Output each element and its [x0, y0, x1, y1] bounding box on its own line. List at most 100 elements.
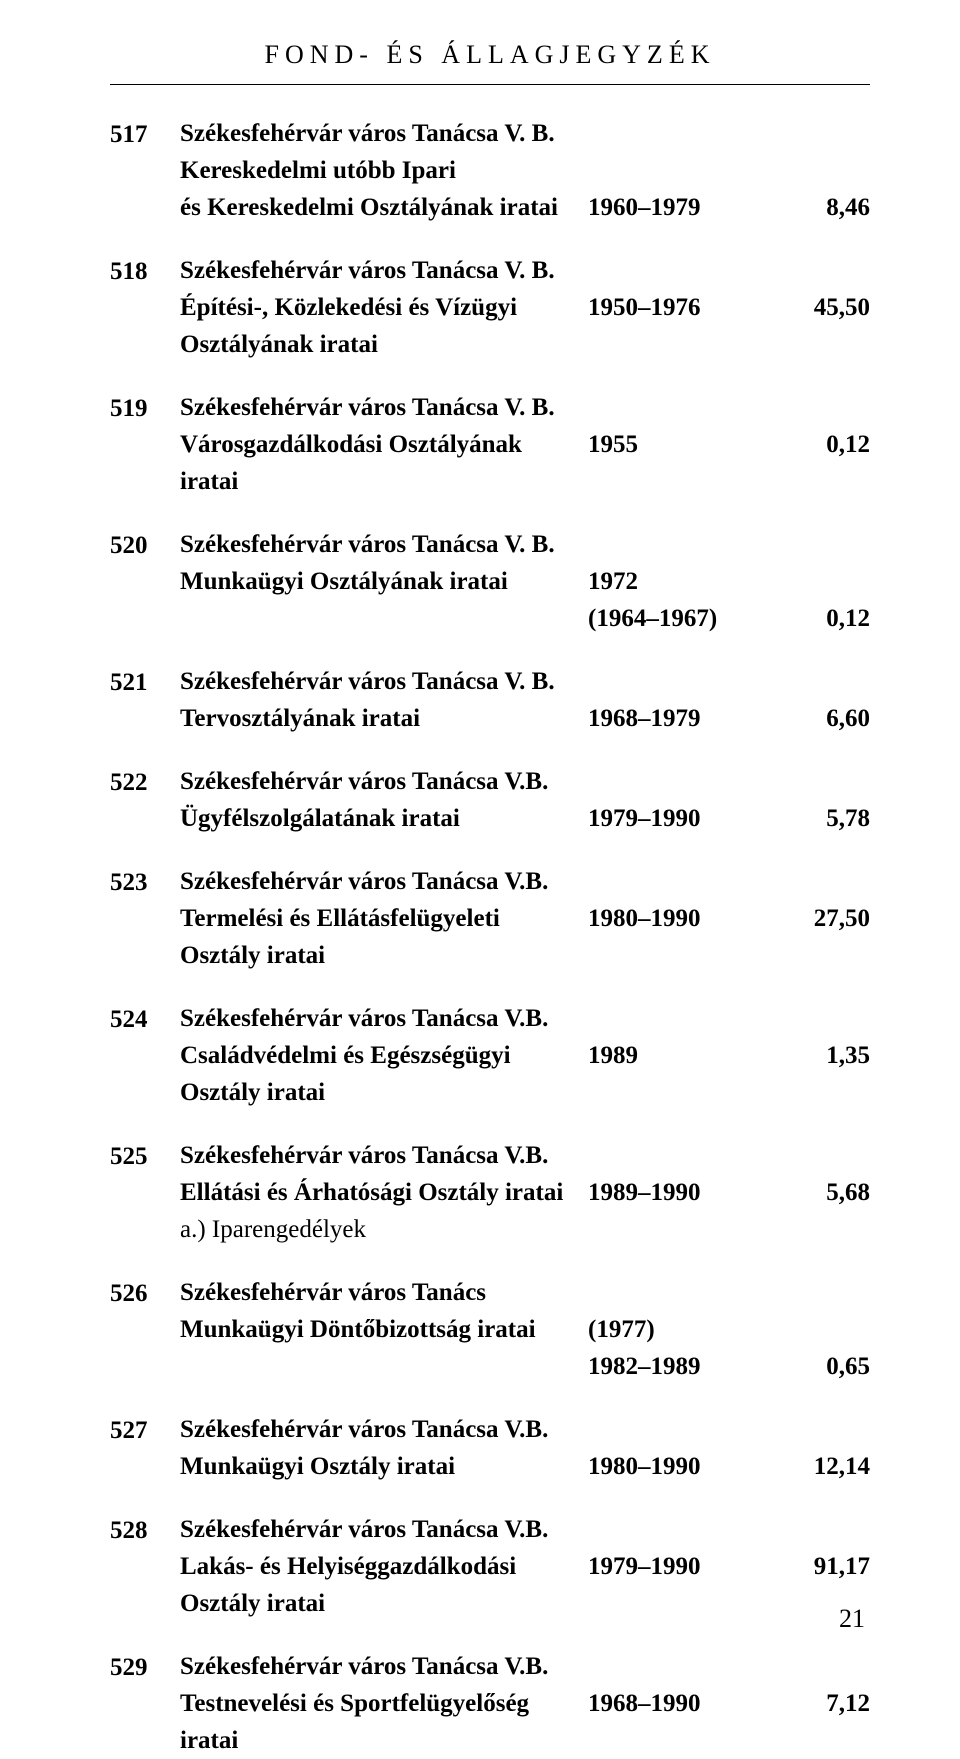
- entry-body: Székesfehérvár város Tanácsa V.B.Családv…: [180, 1000, 870, 1111]
- entry-number: 523: [110, 863, 180, 974]
- entry-title: Székesfehérvár város Tanács: [180, 1274, 870, 1311]
- entry-line: Munkaügyi Osztályának iratai1972: [180, 563, 870, 600]
- entry-line-date: 1968–1979: [582, 700, 767, 737]
- entry-body: Székesfehérvár város Tanácsa V.B.Termelé…: [180, 863, 870, 974]
- entry-line: Tervosztályának iratai1968–19796,60: [180, 700, 870, 737]
- entry-line-date: 1968–1990: [582, 1685, 767, 1722]
- entry-line-desc: Tervosztályának iratai: [180, 700, 574, 737]
- entry-number: 519: [110, 389, 180, 500]
- entry-number: 520: [110, 526, 180, 637]
- entry-title: Székesfehérvár város Tanácsa V. B.: [180, 663, 870, 700]
- entry-line: Építési-, Közlekedési és Vízügyi Osztály…: [180, 289, 870, 363]
- entry-title: Székesfehérvár város Tanácsa V.B.: [180, 1411, 870, 1448]
- entry-line-amount: 0,65: [775, 1348, 870, 1385]
- entry-title: Székesfehérvár város Tanácsa V.B.: [180, 1000, 870, 1037]
- entry-line-amount: 45,50: [775, 289, 870, 326]
- entry-line-desc: Munkaügyi Osztályának iratai: [180, 563, 574, 600]
- entry-number: 524: [110, 1000, 180, 1111]
- entry-body: Székesfehérvár város TanácsMunkaügyi Dön…: [180, 1274, 870, 1385]
- entry-line: Testnevelési és Sportfelügyelőség iratai…: [180, 1685, 870, 1759]
- entry-line: Munkaügyi Döntőbizottság iratai(1977): [180, 1311, 870, 1348]
- entry-line: a.) Iparengedélyek: [180, 1211, 870, 1248]
- entry-line: Termelési és Ellátásfelügyeleti Osztály …: [180, 900, 870, 974]
- entry-line-desc: Családvédelmi és Egészségügyi Osztály ir…: [180, 1037, 574, 1111]
- entry-line: Munkaügyi Osztály iratai1980–199012,14: [180, 1448, 870, 1485]
- entry-body: Székesfehérvár város Tanácsa V.B.Lakás- …: [180, 1511, 870, 1622]
- entry-number: 522: [110, 763, 180, 837]
- entry: 519Székesfehérvár város Tanácsa V. B.Vár…: [110, 389, 870, 500]
- entry-line-desc: Testnevelési és Sportfelügyelőség iratai: [180, 1685, 574, 1759]
- entry-line-amount: 27,50: [775, 900, 870, 937]
- entry-title: Székesfehérvár város Tanácsa V.B.: [180, 1511, 870, 1548]
- entry-line: Kereskedelmi utóbb Ipari: [180, 152, 870, 189]
- entry: 526Székesfehérvár város TanácsMunkaügyi …: [110, 1274, 870, 1385]
- entry-line: Ügyfélszolgálatának iratai1979–19905,78: [180, 800, 870, 837]
- entry-line-date: (1977): [582, 1311, 767, 1348]
- entry-body: Székesfehérvár város Tanácsa V. B.Városg…: [180, 389, 870, 500]
- entry-line-amount: 0,12: [775, 600, 870, 637]
- entry: 517Székesfehérvár város Tanácsa V. B.Ker…: [110, 115, 870, 226]
- entry-line-date: (1964–1967): [582, 600, 767, 637]
- entry-line-date: 1960–1979: [582, 189, 767, 226]
- entry: 523Székesfehérvár város Tanácsa V.B.Term…: [110, 863, 870, 974]
- entry-line-desc: Kereskedelmi utóbb Ipari: [180, 152, 574, 189]
- entry-title: Székesfehérvár város Tanácsa V. B.: [180, 526, 870, 563]
- entry-number: 528: [110, 1511, 180, 1622]
- entry-title: Székesfehérvár város Tanácsa V. B.: [180, 389, 870, 426]
- entry-title: Székesfehérvár város Tanácsa V. B.: [180, 115, 870, 152]
- entry-line-date: 1979–1990: [582, 1548, 767, 1585]
- entry-body: Székesfehérvár város Tanácsa V.B.Ügyféls…: [180, 763, 870, 837]
- entry-line-date: 1982–1989: [582, 1348, 767, 1385]
- entry: 529Székesfehérvár város Tanácsa V.B.Test…: [110, 1648, 870, 1759]
- entry-line-desc: Ellátási és Árhatósági Osztály iratai: [180, 1174, 574, 1211]
- entry-line: (1964–1967)0,12: [180, 600, 870, 637]
- entry-line-desc: Építési-, Közlekedési és Vízügyi Osztály…: [180, 289, 574, 363]
- entry-title: Székesfehérvár város Tanácsa V.B.: [180, 763, 870, 800]
- entry-line-date: 1989: [582, 1037, 767, 1074]
- entry-number: 517: [110, 115, 180, 226]
- entry-line-desc: a.) Iparengedélyek: [180, 1211, 574, 1248]
- entry-line: és Kereskedelmi Osztályának iratai1960–1…: [180, 189, 870, 226]
- entry-line-amount: 12,14: [775, 1448, 870, 1485]
- entry-line-date: 1972: [582, 563, 767, 600]
- entry-body: Székesfehérvár város Tanácsa V.B.Ellátás…: [180, 1137, 870, 1248]
- entry-line-amount: 7,12: [775, 1685, 870, 1722]
- page-number: 21: [839, 1604, 865, 1634]
- entry-line-desc: Városgazdálkodási Osztályának iratai: [180, 426, 574, 500]
- entry-title: Székesfehérvár város Tanácsa V.B.: [180, 1137, 870, 1174]
- entry-number: 525: [110, 1137, 180, 1248]
- entry-line: Városgazdálkodási Osztályának iratai1955…: [180, 426, 870, 500]
- entry-line-amount: 1,35: [775, 1037, 870, 1074]
- entry-line: Ellátási és Árhatósági Osztály iratai198…: [180, 1174, 870, 1211]
- entry-line-amount: 5,68: [775, 1174, 870, 1211]
- entry-line-date: 1980–1990: [582, 1448, 767, 1485]
- entry-body: Székesfehérvár város Tanácsa V.B.Munkaüg…: [180, 1411, 870, 1485]
- entry: 522Székesfehérvár város Tanácsa V.B.Ügyf…: [110, 763, 870, 837]
- entry-body: Székesfehérvár város Tanácsa V. B.Keresk…: [180, 115, 870, 226]
- entry-number: 526: [110, 1274, 180, 1385]
- entry-body: Székesfehérvár város Tanácsa V. B.Tervos…: [180, 663, 870, 737]
- entry-title: Székesfehérvár város Tanácsa V.B.: [180, 1648, 870, 1685]
- entry-line-amount: 0,12: [775, 426, 870, 463]
- entry-line-amount: 8,46: [775, 189, 870, 226]
- entry-line: Lakás- és Helyiséggazdálkodási Osztály i…: [180, 1548, 870, 1622]
- page-header: FOND- ÉS ÁLLAGJEGYZÉK: [110, 40, 870, 85]
- entry-number: 527: [110, 1411, 180, 1485]
- entry-line-desc: Termelési és Ellátásfelügyeleti Osztály …: [180, 900, 574, 974]
- entry-body: Székesfehérvár város Tanácsa V.B.Testnev…: [180, 1648, 870, 1759]
- entry: 521Székesfehérvár város Tanácsa V. B.Ter…: [110, 663, 870, 737]
- entry: 528Székesfehérvár város Tanácsa V.B.Laká…: [110, 1511, 870, 1622]
- entry-number: 521: [110, 663, 180, 737]
- entries-list: 517Székesfehérvár város Tanácsa V. B.Ker…: [110, 115, 870, 1759]
- entry-title: Székesfehérvár város Tanácsa V. B.: [180, 252, 870, 289]
- entry-line-desc: és Kereskedelmi Osztályának iratai: [180, 189, 574, 226]
- entry-body: Székesfehérvár város Tanácsa V. B.Építés…: [180, 252, 870, 363]
- entry-line: Családvédelmi és Egészségügyi Osztály ir…: [180, 1037, 870, 1111]
- entry-number: 518: [110, 252, 180, 363]
- entry: 520Székesfehérvár város Tanácsa V. B.Mun…: [110, 526, 870, 637]
- entry-line-amount: 91,17: [775, 1548, 870, 1585]
- entry-line-date: 1950–1976: [582, 289, 767, 326]
- entry: 524Székesfehérvár város Tanácsa V.B.Csal…: [110, 1000, 870, 1111]
- entry-line-date: 1955: [582, 426, 767, 463]
- entry-line-amount: 6,60: [775, 700, 870, 737]
